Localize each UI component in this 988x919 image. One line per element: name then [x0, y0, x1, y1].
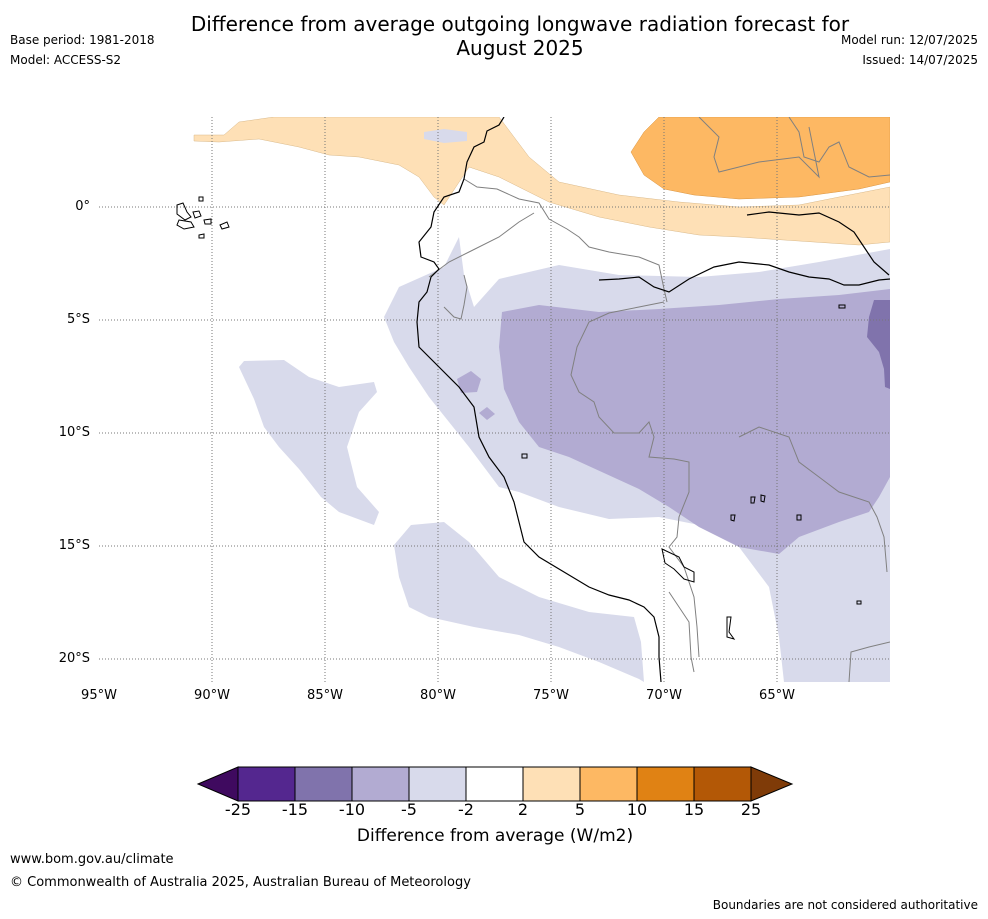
- colorbar-segment-6: [522, 766, 581, 802]
- border-paraguay: [848, 641, 890, 682]
- colorbar-tick: -10: [338, 800, 366, 819]
- footer-copyright: © Commonwealth of Australia 2025, Austra…: [10, 875, 471, 890]
- colorbar-segment-9: [693, 766, 752, 802]
- lat-label-20s: 20°S: [58, 651, 90, 666]
- lon-label-75w: 75°W: [533, 688, 569, 703]
- colorbar-tick: -2: [458, 800, 474, 819]
- colorbar-arrow-low: [196, 766, 239, 802]
- anomaly-purple-spot-2: [479, 407, 495, 420]
- galapagos-isabela: [176, 202, 192, 221]
- lake-6: [856, 600, 862, 605]
- galapagos-island-3: [192, 210, 202, 219]
- lake-titicaca: [661, 548, 695, 583]
- border-chile-bolivia: [668, 591, 695, 673]
- lon-label-70w: 70°W: [646, 688, 682, 703]
- colorbar-segment-7: [579, 766, 638, 802]
- anomaly-purple-main: [499, 289, 890, 554]
- anomaly-lavender-small-north: [424, 129, 467, 143]
- galapagos-island-2: [176, 219, 195, 230]
- lon-label-80w: 80°W: [420, 688, 456, 703]
- lon-label-95w: 95°W: [81, 688, 117, 703]
- lat-label-10s: 10°S: [58, 425, 90, 440]
- lake-4: [796, 514, 802, 521]
- river-amazon: [598, 261, 890, 293]
- colorbar-tick: 10: [626, 800, 648, 819]
- border-colombia-venezuela: [698, 117, 820, 179]
- lon-label-85w: 85°W: [307, 688, 343, 703]
- border-ecuador-peru-north: [428, 212, 535, 278]
- colorbar-tick: -5: [401, 800, 417, 819]
- meta-right: Model run: 12/07/2025 Issued: 14/07/2025: [841, 30, 978, 70]
- colorbar: [196, 766, 794, 802]
- map-area: [99, 117, 890, 682]
- map-svg: [99, 117, 890, 682]
- coastlines: [416, 117, 890, 682]
- colorbar-arrow-high: [750, 766, 794, 802]
- anomaly-lavender-southwest: [394, 522, 644, 682]
- colorbar-segment-5: [465, 766, 524, 802]
- meta-left: Base period: 1981-2018 Model: ACCESS-S2: [10, 30, 155, 70]
- footer-disclaimer: Boundaries are not considered authoritat…: [712, 898, 978, 912]
- colorbar-tick: -25: [224, 800, 252, 819]
- colorbar-segment-8: [636, 766, 695, 802]
- colorbar-tick: 15: [683, 800, 705, 819]
- lat-label-5s: 5°S: [66, 312, 90, 327]
- anomaly-orange-north: [630, 117, 890, 200]
- colorbar-tick: 25: [740, 800, 762, 819]
- country-borders: [428, 117, 890, 682]
- border-colombia-ecuador-peru: [463, 178, 668, 303]
- galapagos-island-4: [198, 196, 204, 202]
- base-period: Base period: 1981-2018: [10, 33, 155, 47]
- border-venezuela-guyana: [788, 117, 890, 178]
- anomaly-dark-purple-east: [867, 300, 890, 389]
- lake-3: [730, 514, 736, 522]
- lake-7: [838, 304, 846, 309]
- lat-label-15s: 15°S: [58, 538, 90, 553]
- coastline-northern: [746, 211, 890, 276]
- lat-label-0: 0°: [75, 199, 90, 214]
- border-ecuador-south: [443, 274, 468, 320]
- colorbar-segment-4: [408, 766, 467, 802]
- colorbar-label: Difference from average (W/m2): [356, 826, 634, 846]
- model-run: Model run: 12/07/2025: [840, 33, 978, 47]
- islands: [176, 196, 862, 640]
- lake-2: [760, 494, 766, 503]
- issued-date: Issued: 14/07/2025: [862, 53, 978, 67]
- anomaly-light-orange-north: [193, 117, 890, 246]
- model-name: Model: ACCESS-S2: [10, 53, 122, 67]
- lon-label-65w: 65°W: [759, 688, 795, 703]
- footer-url: www.bom.gov.au/climate: [10, 852, 174, 867]
- anomaly-purple-spot-1: [457, 371, 481, 393]
- colorbar-segment-2: [294, 766, 353, 802]
- anomaly-lavender-west: [239, 360, 379, 525]
- galapagos-island-5: [203, 218, 212, 225]
- border-peru-brazil-bolivia: [570, 301, 700, 658]
- graticule: [99, 117, 890, 682]
- lake-5: [521, 453, 528, 459]
- border-bolivia-brazil: [738, 426, 888, 573]
- colorbar-tick: 2: [517, 800, 529, 819]
- lake-poopo: [726, 616, 736, 640]
- title-line-2: August 2025: [456, 36, 584, 60]
- colorbar-tick: 5: [574, 800, 586, 819]
- map-title: Difference from average outgoing longwav…: [160, 12, 880, 60]
- coastline-pacific-south-america: [416, 117, 662, 682]
- galapagos-island-7: [198, 233, 205, 239]
- colorbar-tick: -15: [281, 800, 309, 819]
- colorbar-segment-3: [351, 766, 410, 802]
- lon-label-90w: 90°W: [194, 688, 230, 703]
- galapagos-island-6: [219, 221, 230, 230]
- title-line-1: Difference from average outgoing longwav…: [190, 12, 850, 36]
- colorbar-segment-1: [237, 766, 296, 802]
- lake-1: [750, 496, 756, 504]
